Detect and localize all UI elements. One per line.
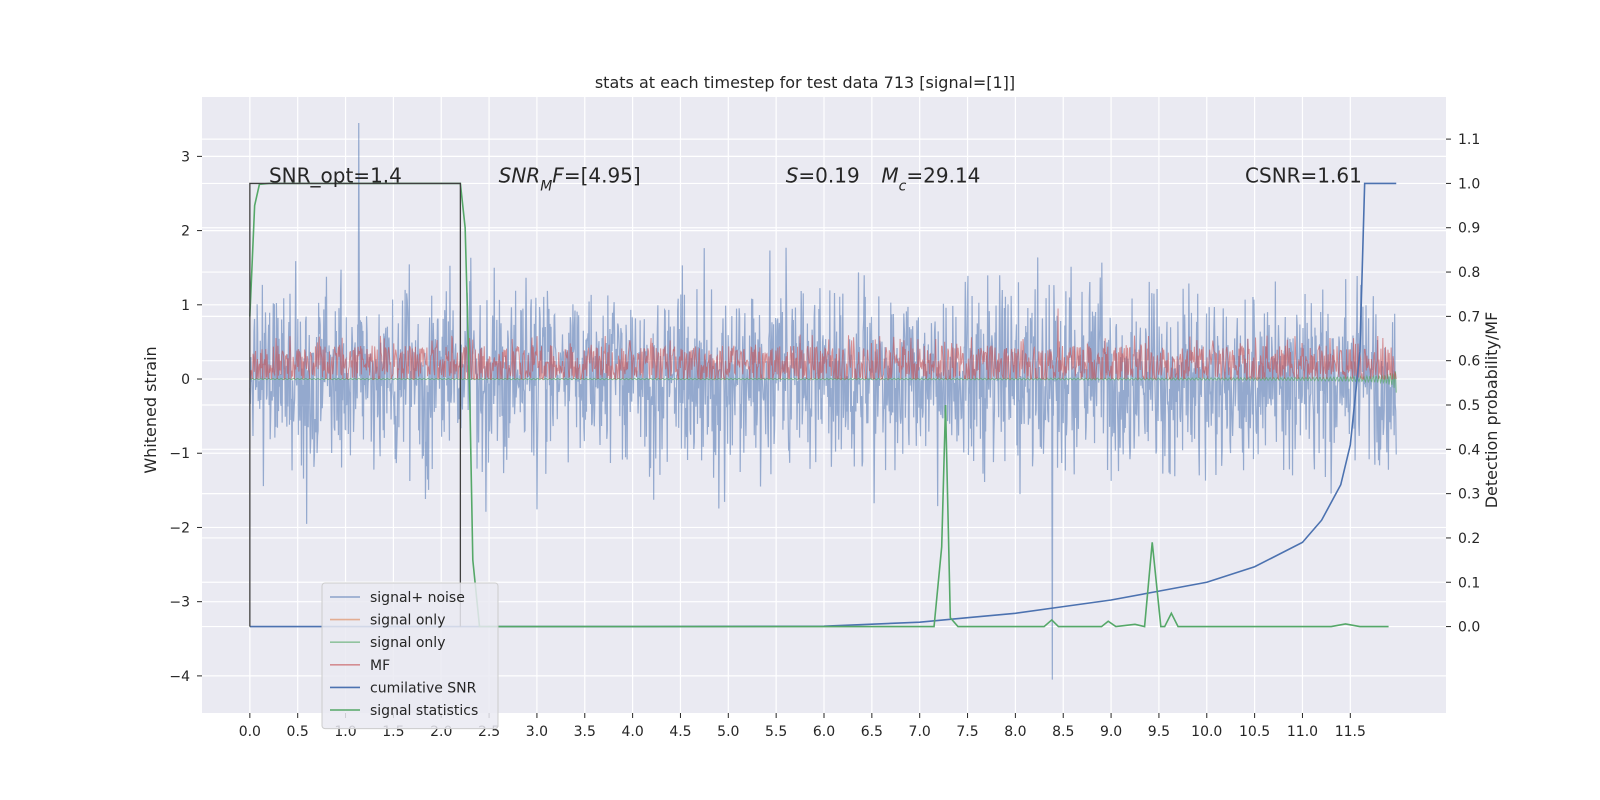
y-tick-label: 1 — [181, 298, 190, 314]
x-tick-label: 4.0 — [621, 724, 643, 740]
x-tick-label: 7.5 — [956, 724, 978, 740]
y2-tick-label: 0.9 — [1458, 221, 1480, 237]
x-tick-label: 8.5 — [1052, 724, 1074, 740]
x-tick-label: 11.0 — [1287, 724, 1318, 740]
y2-axis-label: Detection probability/MF — [1482, 312, 1501, 509]
y-axis-label: Whitened strain — [141, 346, 160, 473]
x-tick-label: 0.0 — [239, 724, 261, 740]
x-tick-label: 11.5 — [1335, 724, 1366, 740]
y2-tick-label: 1.0 — [1458, 176, 1480, 192]
window-boundary-line — [249, 182, 462, 627]
annotation-text: Mc=29.14 — [881, 163, 980, 194]
series-signal-statistics-line — [249, 182, 1389, 628]
y-tick-label: −2 — [169, 520, 190, 536]
annotation-part: M — [540, 178, 552, 194]
annotation-part: SNR_opt=1.4 — [269, 163, 402, 187]
x-tick-label: 10.0 — [1191, 724, 1222, 740]
y-tick-label: −4 — [169, 669, 190, 685]
y-tick-label: 3 — [181, 149, 190, 165]
x-tick-label: 6.5 — [861, 724, 883, 740]
y2-tick-label: 0.8 — [1458, 265, 1480, 281]
y-tick-label: 0 — [181, 372, 190, 388]
annotation-text: S=0.19 — [786, 163, 860, 187]
annotation-part: =[4.95] — [564, 163, 641, 187]
annotation-text: CSNR=1.61 — [1245, 163, 1362, 187]
x-tick-label: 0.5 — [287, 724, 309, 740]
y2-tick-label: 0.7 — [1458, 309, 1480, 325]
annotations: SNR_opt=1.4 SNRMF=[4.95] S=0.19 Mc=29.14 CSN… — [269, 163, 1362, 194]
y2-tick-label: 0.3 — [1458, 487, 1480, 503]
x-tick-label: 3.0 — [526, 724, 548, 740]
legend-label: signal+ noise — [370, 590, 465, 606]
x-tick-label: 9.5 — [1148, 724, 1170, 740]
series-mf-line — [249, 308, 1397, 381]
chart-title: stats at each timestep for test data 713… — [595, 73, 1015, 92]
legend-label: signal only — [370, 635, 445, 651]
x-tick-label: 4.5 — [669, 724, 691, 740]
legend-label: MF — [370, 658, 390, 674]
y2-tick-label: 0.4 — [1458, 442, 1480, 458]
axes: 0.0 0.5 1.0 1.5 2.0 2.5 3.0 3.5 4.0 4.5 5.0 5.5 6.0 6… — [169, 132, 1480, 740]
series-cumulative-snr-line — [249, 182, 1397, 628]
x-tick-label: 9.0 — [1100, 724, 1122, 740]
legend-label: cumilative SNR — [370, 680, 477, 696]
x-tick-label: 5.0 — [717, 724, 739, 740]
legend-label: signal statistics — [370, 703, 478, 719]
annotation-part: c — [899, 178, 907, 194]
annotation-part: M — [881, 163, 898, 187]
annotation-part: SNR — [499, 163, 541, 187]
annotation-text: SNR_opt=1.4 — [269, 163, 402, 187]
x-tick-label: 6.0 — [813, 724, 835, 740]
y-tick-label: −1 — [169, 446, 190, 462]
annotation-part: S — [786, 163, 799, 187]
legend: signal+ noise signal only signal only MF cum… — [321, 582, 499, 730]
annotation-part: CSNR=1.61 — [1245, 163, 1362, 187]
y2-tick-label: 0.5 — [1458, 398, 1480, 414]
y2-tick-label: 0.6 — [1458, 354, 1480, 370]
x-tick-label: 8.0 — [1004, 724, 1026, 740]
y2-tick-label: 0.2 — [1458, 531, 1480, 547]
x-tick-label: 10.5 — [1239, 724, 1270, 740]
annotation-part: F — [552, 163, 564, 187]
legend-box — [321, 582, 499, 730]
y2-tick-label: 0.1 — [1458, 575, 1480, 591]
annotation-part: =29.14 — [906, 163, 980, 187]
y2-tick-label: 1.1 — [1458, 132, 1480, 148]
series-layer — [249, 122, 1397, 680]
y-tick-label: 2 — [181, 224, 190, 240]
y-tick-label: −3 — [169, 595, 190, 611]
x-tick-label: 3.5 — [574, 724, 596, 740]
y2-tick-label: 0.0 — [1458, 620, 1480, 636]
legend-label: signal only — [370, 613, 445, 629]
annotation-part: =0.19 — [798, 163, 859, 187]
x-tick-label: 7.0 — [909, 724, 931, 740]
annotation-text: SNRMF=[4.95] — [499, 163, 641, 194]
x-tick-label: 5.5 — [765, 724, 787, 740]
